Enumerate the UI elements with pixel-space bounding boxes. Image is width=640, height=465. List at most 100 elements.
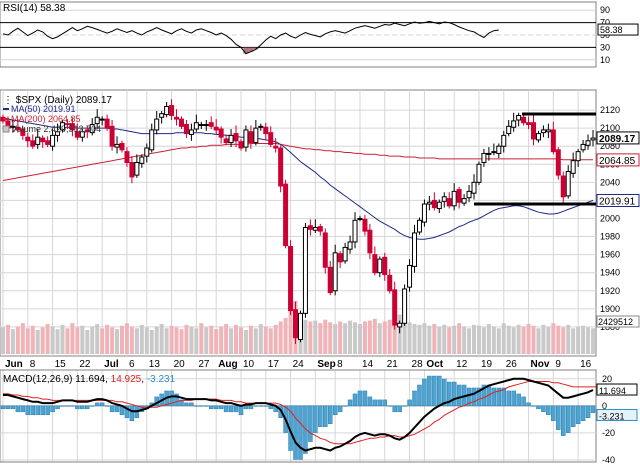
x-tick-label: 8 (30, 359, 36, 370)
volume-bar (55, 329, 60, 354)
volume-bar (382, 321, 387, 354)
candle-body (590, 137, 596, 141)
candle-body (283, 183, 289, 247)
macd-hist-bar (402, 405, 407, 407)
candle-body (431, 199, 437, 209)
candle-body (40, 137, 46, 143)
volume-bar (154, 326, 159, 354)
macd-hist-bar (114, 405, 120, 413)
candle-body (446, 198, 452, 207)
candle-body (585, 140, 591, 146)
macd-line (3, 377, 594, 452)
volume-bar (472, 324, 477, 354)
volume-bar (417, 324, 422, 354)
volume-bar (30, 325, 35, 354)
volume-bar (90, 326, 95, 354)
macd-hist-bar (199, 405, 204, 407)
price-tick-label: 2080 (600, 141, 620, 151)
x-tick-label: Sep (317, 359, 335, 370)
macd-hist-bar (70, 405, 75, 407)
macd-hist-bar (94, 402, 100, 407)
macd-value-tag: 11.694 (596, 383, 638, 396)
rsi-tick-label: 30 (600, 42, 610, 52)
candle-body (223, 138, 229, 144)
volume-bar (566, 324, 571, 354)
macd-hist-bar (65, 405, 70, 407)
macd-hist-bar (179, 399, 184, 407)
candle-body (441, 196, 447, 202)
volume-bar (407, 322, 412, 354)
volume-bar (392, 317, 397, 354)
volume-bar (576, 326, 581, 354)
macd-hist-bar (258, 405, 264, 407)
candle-body (575, 151, 581, 162)
candle-body (30, 140, 36, 147)
candle-body (248, 131, 254, 144)
volume-bar (258, 324, 263, 354)
price-tick-label: 1940 (600, 268, 620, 278)
candle-body (516, 114, 522, 121)
volume-bar (476, 325, 481, 354)
candle-body (144, 147, 150, 157)
candle-body (521, 116, 527, 124)
price-last-label: 2089.17 (599, 134, 636, 145)
macd-hist-bar (129, 405, 135, 421)
macd-hist-bar (238, 405, 244, 416)
macd-hist-bar (466, 387, 472, 407)
x-tick-label: 14 (362, 359, 374, 370)
x-tick-label: 24 (293, 359, 305, 370)
volume-bar (591, 328, 595, 354)
candle-body (436, 201, 442, 210)
volume-bar (357, 324, 362, 354)
candle-body (114, 143, 120, 148)
candle-body (25, 136, 31, 142)
price-tick-label: 2000 (600, 213, 620, 223)
legend-ma50-label: MA(50) 2019.91 (11, 104, 76, 114)
rsi-oversold-fill (243, 47, 249, 54)
candle-body (357, 217, 363, 220)
volume-bar (442, 324, 447, 354)
candle-body (526, 122, 532, 126)
macd-hist-bar (501, 387, 507, 407)
macd-hist-bar (213, 405, 219, 410)
x-tick-label: 22 (79, 359, 91, 370)
candle-body (288, 245, 294, 312)
volume-bar (115, 329, 120, 354)
volume-bar (462, 326, 467, 354)
ma50-tag: 2019.91 (596, 193, 640, 207)
macd-hist-bar (89, 405, 95, 407)
macd-hist-bar (124, 405, 130, 419)
volume-bar (526, 324, 531, 354)
candle-body (307, 225, 313, 230)
macd-hist-bar (50, 405, 55, 413)
candle-body (273, 145, 279, 149)
macd-hist-bar (35, 405, 40, 416)
candle-body (154, 118, 160, 131)
volume-bar (367, 320, 372, 354)
volume-bar (387, 319, 392, 354)
macd-hist-bar (491, 387, 497, 407)
volume-bar (452, 325, 457, 354)
macd-hist-bar (233, 405, 239, 413)
x-tick-label: 15 (55, 359, 67, 370)
volume-bar (288, 311, 293, 354)
macd-hist-bar (298, 405, 303, 460)
volume-bar (129, 326, 134, 354)
x-tick-label: 17 (268, 359, 280, 370)
candle-body (174, 116, 180, 120)
macd-hist-bar (496, 387, 502, 407)
macd-hist-bar (471, 387, 477, 407)
candle-body (382, 256, 388, 275)
macd-hist-bar (367, 396, 373, 407)
macd-hist-bar (45, 405, 50, 416)
macd-hist-bar (313, 405, 318, 433)
legend-volume: Volume 2,429,512,704 (2, 124, 101, 134)
candle-body (268, 132, 274, 145)
rsi-tick-label: 10 (600, 55, 610, 65)
volume-bar (531, 325, 536, 354)
candle-body (228, 134, 234, 144)
candle-body (565, 171, 571, 197)
candle-body (466, 190, 472, 199)
macd-hist-bar (342, 405, 348, 407)
